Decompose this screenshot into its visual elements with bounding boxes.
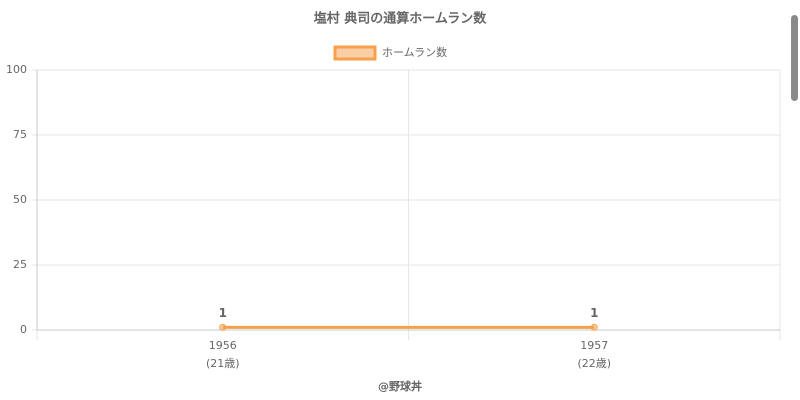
y-tick-label: 50 (13, 193, 27, 206)
x-tick-sublabel: (22歳) (577, 357, 611, 370)
x-tick-sublabel: (21歳) (206, 357, 240, 370)
data-label: 1 (219, 306, 227, 320)
point (219, 323, 227, 331)
chart-title: 塩村 典司の通算ホームラン数 (314, 11, 487, 27)
x-tick-label: 1957 (580, 339, 608, 352)
legend-swatch (333, 45, 377, 61)
y-tick-label: 0 (20, 323, 27, 336)
data-label: 1 (590, 306, 598, 320)
scrollbar[interactable] (791, 15, 798, 101)
credit: @野球丼 (378, 379, 422, 393)
legend-label: ホームラン数 (382, 46, 447, 59)
y-tick-label: 25 (13, 258, 27, 271)
y-tick-label: 100 (6, 63, 27, 76)
y-tick-label: 75 (13, 128, 27, 141)
x-tick-label: 1956 (209, 339, 237, 352)
point (590, 323, 598, 331)
